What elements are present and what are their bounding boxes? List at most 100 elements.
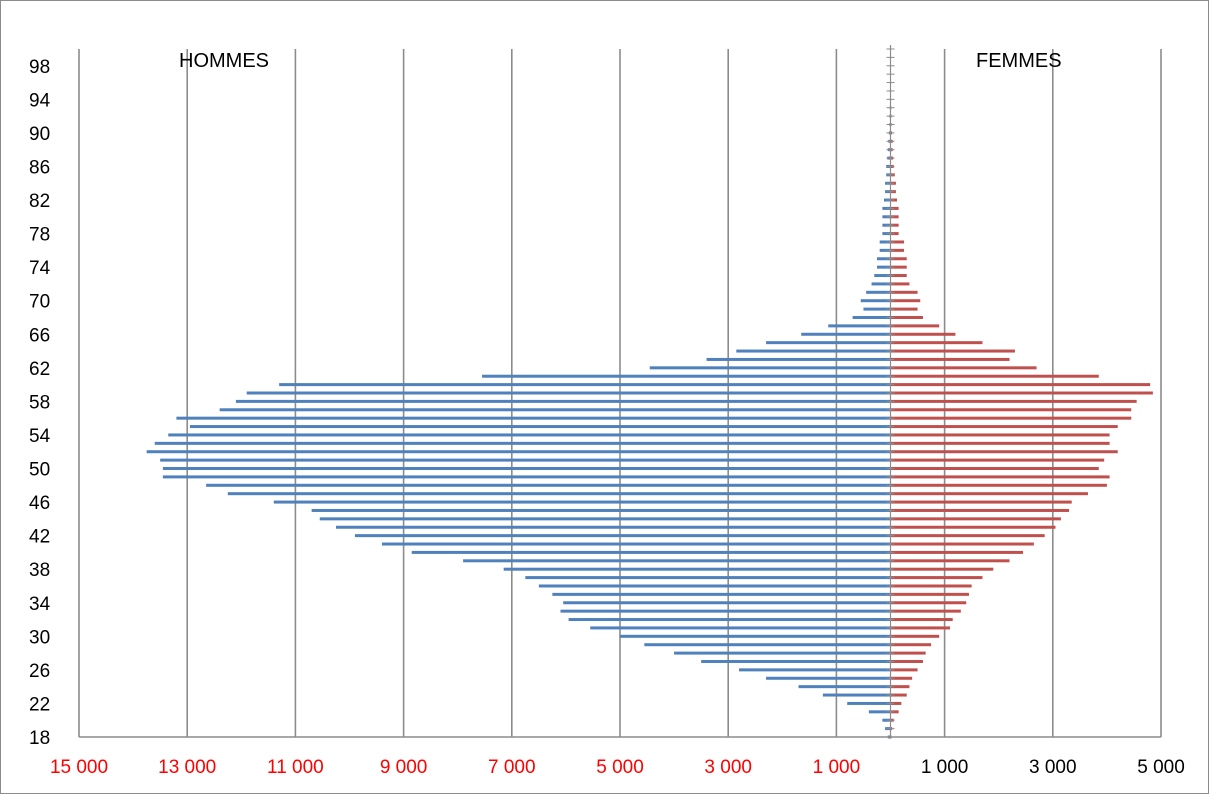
bar-femmes-age-45 [890, 508, 1070, 512]
bar-femmes-age-67 [890, 324, 940, 328]
y-tick-label-50: 50 [29, 460, 50, 481]
bar-femmes-age-25 [890, 676, 913, 680]
bar-femmes-age-44 [890, 517, 1061, 521]
bar-hommes-age-22 [847, 701, 891, 705]
bar-femmes-age-65 [890, 341, 983, 345]
bar-femmes-age-52 [890, 450, 1118, 454]
bar-femmes-age-79 [890, 223, 899, 227]
bar-hommes-age-55 [189, 425, 891, 429]
bar-femmes-age-53 [890, 441, 1110, 445]
bar-hommes-age-42 [354, 534, 891, 538]
bar-femmes-age-34 [890, 601, 967, 605]
y-tick-label-70: 70 [29, 292, 50, 313]
x-tick-label-9: 3 000 [1029, 757, 1077, 778]
bar-femmes-age-21 [890, 710, 899, 714]
bar-femmes-age-77 [890, 240, 905, 244]
label-layer: 18 22 26 30 34 38 42 46 50 54 58 62 66 70 74 78 82 86 90 94… [29, 57, 1185, 778]
bar-femmes-age-80 [890, 215, 899, 219]
y-tick-label-54: 54 [29, 426, 51, 447]
bar-hommes-age-46 [273, 500, 891, 504]
x-tick-label-0: 15 000 [50, 757, 108, 778]
bar-hommes-age-23 [822, 693, 891, 697]
bar-hommes-age-75 [876, 257, 891, 261]
bar-femmes-age-27 [890, 659, 923, 663]
bar-hommes-age-20 [882, 718, 891, 722]
bar-hommes-age-78 [882, 232, 891, 236]
y-tick-label-98: 98 [29, 57, 50, 78]
bar-femmes-age-62 [890, 366, 1037, 370]
bar-hommes-age-61 [482, 374, 891, 378]
bar-femmes-age-78 [890, 232, 899, 236]
bar-hommes-age-72 [871, 282, 891, 286]
y-tick-label-30: 30 [29, 627, 50, 648]
x-tick-label-7: 1 000 [813, 757, 861, 778]
x-tick-label-5: 5 000 [596, 757, 644, 778]
bar-femmes-age-37 [890, 576, 983, 580]
bar-hommes-age-24 [798, 685, 891, 689]
bar-hommes-age-45 [311, 508, 891, 512]
bar-hommes-age-32 [568, 618, 891, 622]
bar-femmes-age-74 [890, 265, 907, 269]
bar-femmes-age-22 [890, 701, 902, 705]
bar-femmes-age-26 [890, 668, 918, 672]
bar-hommes-age-65 [766, 341, 891, 345]
y-tick-label-74: 74 [29, 258, 51, 279]
bar-hommes-age-54 [168, 433, 891, 437]
bar-hommes-age-48 [206, 483, 891, 487]
bar-hommes-age-53 [154, 441, 891, 445]
y-tick-label-22: 22 [29, 694, 50, 715]
bar-hommes-age-74 [876, 265, 891, 269]
x-tick-label-3: 9 000 [380, 757, 428, 778]
bar-femmes-age-36 [890, 584, 972, 588]
bar-femmes-age-81 [890, 206, 899, 210]
bar-femmes-age-33 [890, 609, 961, 613]
bar-femmes-age-60 [890, 383, 1151, 387]
bar-hommes-age-39 [463, 559, 891, 563]
bar-hommes-age-67 [828, 324, 891, 328]
bar-hommes-age-30 [620, 634, 891, 638]
bar-hommes-age-21 [868, 710, 891, 714]
y-tick-label-94: 94 [29, 90, 51, 111]
bar-hommes-age-79 [882, 223, 891, 227]
bar-hommes-age-68 [852, 315, 891, 319]
y-tick-label-78: 78 [29, 225, 50, 246]
x-tick-label-8: 1 000 [921, 757, 969, 778]
bar-femmes-age-41 [890, 542, 1034, 546]
bar-hommes-age-47 [227, 492, 891, 496]
bar-hommes-age-25 [766, 676, 891, 680]
bar-femmes-age-51 [890, 458, 1105, 462]
bar-femmes-age-31 [890, 626, 951, 630]
bar-femmes-age-76 [890, 248, 905, 252]
bar-femmes-age-48 [890, 483, 1107, 487]
bar-femmes-age-24 [890, 685, 910, 689]
bar-hommes-age-34 [563, 601, 891, 605]
bar-femmes-age-55 [890, 425, 1118, 429]
bar-hommes-age-66 [801, 332, 891, 336]
y-tick-label-58: 58 [29, 392, 50, 413]
y-tick-label-38: 38 [29, 560, 50, 581]
bar-hommes-age-38 [503, 567, 891, 571]
bar-femmes-age-47 [890, 492, 1088, 496]
bar-femmes-age-69 [890, 307, 918, 311]
y-tick-label-82: 82 [29, 191, 50, 212]
bar-femmes-age-46 [890, 500, 1072, 504]
y-tick-label-34: 34 [29, 594, 51, 615]
y-tick-label-42: 42 [29, 527, 50, 548]
bar-femmes-age-43 [890, 525, 1056, 529]
bar-femmes-age-72 [890, 282, 910, 286]
y-tick-label-62: 62 [29, 359, 50, 380]
y-tick-label-18: 18 [29, 728, 50, 749]
x-tick-label-2: 11 000 [267, 757, 324, 778]
bar-hommes-age-62 [649, 366, 891, 370]
bar-femmes-age-64 [890, 349, 1015, 353]
bar-hommes-age-69 [863, 307, 891, 311]
bar-hommes-age-41 [381, 542, 891, 546]
bar-hommes-age-49 [162, 475, 891, 479]
bar-hommes-age-71 [866, 290, 891, 294]
bar-hommes-age-77 [879, 240, 891, 244]
x-tick-label-10: 5 000 [1137, 757, 1185, 778]
bar-hommes-age-76 [879, 248, 891, 252]
bar-hommes-age-29 [644, 643, 891, 647]
bar-hommes-age-60 [279, 383, 891, 387]
